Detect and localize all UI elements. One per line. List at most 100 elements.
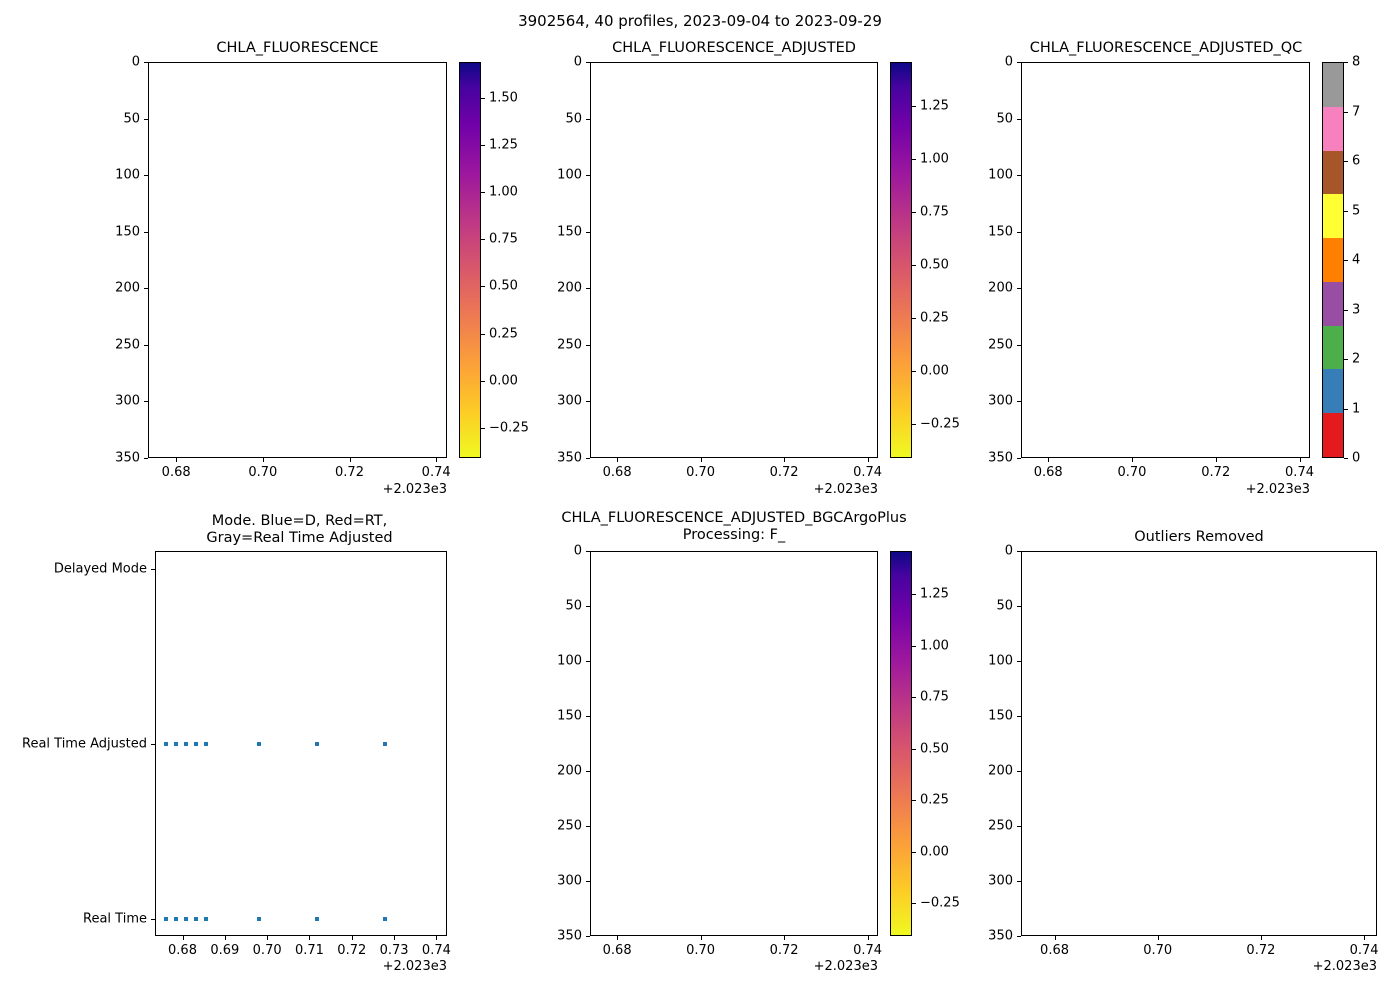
y-tick-chla-fluorescence-adjusted-qc-6 [1017, 401, 1021, 403]
x-tick-outliers-removed-3 [1364, 936, 1366, 940]
y-tick-chla-fluorescence-4 [144, 288, 148, 290]
x-offset-text-5: +2.023e3 [1312, 959, 1377, 974]
mode-point [163, 916, 168, 921]
panel-title-mode-line1: Mode. Blue=D, Red=RT, [211, 513, 388, 529]
y-tick-label-chla-fluorescence-adjusted-bgcargoplus-4: 200 [557, 763, 582, 779]
colorbar-tick-label-chla-fluorescence-6: 1.25 [489, 137, 518, 153]
y-tick-outliers-removed-0 [1017, 551, 1021, 552]
y-tick-label-chla-fluorescence-adjusted-5: 250 [557, 337, 582, 353]
y-tick-label-chla-fluorescence-adjusted-bgcargoplus-1: 50 [565, 598, 582, 614]
x-tick-label-mode-1: 0.69 [210, 943, 240, 958]
x-tick-chla-fluorescence-adjusted-bgcargoplus-2 [784, 936, 786, 940]
x-tick-chla-fluorescence-adjusted-1 [700, 458, 702, 462]
axes-chla-fluorescence-adjusted[interactable] [590, 62, 878, 458]
y-tick-label-chla-fluorescence-adjusted-bgcargoplus-6: 300 [557, 873, 582, 889]
y-tick-chla-fluorescence-adjusted-qc-0 [1017, 62, 1021, 63]
colorbar-tick-qc-6 [1344, 161, 1348, 162]
y-tick-chla-fluorescence-adjusted-qc-3 [1017, 231, 1021, 233]
colorbar-qc-segment-2 [1323, 325, 1343, 370]
y-tick-label-outliers-removed-6: 300 [988, 873, 1013, 889]
axes-outliers-removed[interactable] [1021, 551, 1377, 936]
colorbar-tick-label-qc-3: 3 [1352, 302, 1361, 317]
x-tick-label-chla-fluorescence-adjusted-bgcargoplus-3: 0.74 [853, 943, 883, 958]
mode-point [382, 916, 387, 921]
x-tick-chla-fluorescence-0 [176, 458, 178, 462]
y-tick-chla-fluorescence-adjusted-bgcargoplus-5 [586, 826, 590, 827]
x-tick-chla-fluorescence-adjusted-bgcargoplus-0 [617, 936, 619, 940]
x-tick-chla-fluorescence-1 [262, 458, 264, 462]
colorbar-tick-label-chla-fluorescence-adjusted-bgcargoplus-3: 0.50 [920, 741, 949, 757]
colorbar-tick-label-qc-8: 8 [1352, 54, 1361, 70]
y-tick-label-chla-fluorescence-adjusted-qc-3: 150 [988, 224, 1013, 240]
x-tick-chla-fluorescence-3 [436, 458, 438, 462]
y-tick-label-chla-fluorescence-5: 250 [115, 337, 140, 353]
colorbar-tick-chla-fluorescence-5 [481, 192, 485, 194]
y-tick-chla-fluorescence-3 [144, 231, 148, 233]
x-tick-label-chla-fluorescence-adjusted-1: 0.70 [686, 465, 716, 480]
colorbar-tick-chla-fluorescence-adjusted-3 [912, 265, 916, 267]
y-tick-chla-fluorescence-0 [144, 62, 148, 63]
x-tick-label-chla-fluorescence-adjusted-qc-2: 0.72 [1201, 465, 1231, 480]
x-tick-mode-1 [224, 936, 226, 940]
colorbar-tick-chla-fluorescence-adjusted-bgcargoplus-6 [912, 594, 916, 596]
mode-point [315, 916, 320, 921]
axes-mode[interactable] [155, 551, 447, 936]
mode-point [173, 916, 178, 921]
panel-title-bgcargoplus-line1: CHLA_FLUORESCENCE_ADJUSTED_BGCArgoPlus [561, 510, 907, 526]
x-tick-chla-fluorescence-adjusted-qc-2 [1215, 458, 1217, 462]
panel-title-chla-fluorescence-adjusted: CHLA_FLUORESCENCE_ADJUSTED [612, 40, 856, 56]
axes-chla-fluorescence[interactable] [148, 62, 447, 458]
x-offset-text-0: +2.023e3 [382, 482, 447, 497]
colorbar-tick-label-chla-fluorescence-7: 1.50 [489, 90, 518, 106]
y-tick-label-chla-fluorescence-adjusted-qc-4: 200 [988, 280, 1013, 296]
x-tick-mode-5 [394, 936, 396, 940]
y-tick-label-chla-fluorescence-adjusted-qc-6: 300 [988, 393, 1013, 409]
y-tick-chla-fluorescence-adjusted-qc-5 [1017, 344, 1021, 346]
x-tick-label-mode-4: 0.72 [337, 943, 367, 958]
y-tick-chla-fluorescence-adjusted-1 [586, 118, 590, 120]
x-tick-mode-3 [309, 936, 311, 940]
colorbar-tick-label-chla-fluorescence-adjusted-bgcargoplus-1: 0.00 [920, 844, 949, 860]
colorbar-tick-label-qc-2: 2 [1352, 351, 1361, 367]
y-tick-chla-fluorescence-adjusted-5 [586, 344, 590, 346]
colorbar-tick-qc-7 [1344, 111, 1348, 113]
y-tick-label-chla-fluorescence-adjusted-bgcargoplus-3: 150 [557, 708, 582, 724]
y-tick-label-chla-fluorescence-adjusted-6: 300 [557, 393, 582, 409]
colorbar-tick-label-chla-fluorescence-adjusted-2: 0.25 [920, 310, 949, 326]
colorbar-tick-label-qc-5: 5 [1352, 203, 1361, 218]
y-tick-label-outliers-removed-4: 200 [988, 763, 1013, 779]
y-tick-mode-1 [151, 743, 155, 745]
colorbar-tick-label-qc-0: 0 [1352, 450, 1361, 466]
y-tick-outliers-removed-4 [1017, 771, 1021, 772]
y-tick-label-chla-fluorescence-adjusted-qc-2: 100 [988, 167, 1013, 183]
colorbar-qc-segment-8 [1323, 63, 1343, 107]
axes-chla-fluorescence-adjusted-qc[interactable] [1021, 62, 1310, 458]
colorbar-tick-chla-fluorescence-adjusted-bgcargoplus-1 [912, 851, 916, 853]
y-tick-chla-fluorescence-adjusted-bgcargoplus-3 [586, 716, 590, 717]
y-tick-chla-fluorescence-adjusted-bgcargoplus-2 [586, 661, 590, 662]
x-tick-chla-fluorescence-adjusted-qc-1 [1131, 458, 1133, 462]
colorbar-tick-label-chla-fluorescence-adjusted-4: 0.75 [920, 204, 949, 220]
y-tick-label-outliers-removed-5: 250 [988, 818, 1013, 834]
colorbar-tick-label-chla-fluorescence-adjusted-bgcargoplus-5: 1.00 [920, 638, 949, 654]
x-tick-label-mode-6: 0.74 [421, 943, 451, 958]
colorbar-qc-segment-5 [1323, 194, 1343, 239]
x-tick-outliers-removed-1 [1157, 936, 1159, 940]
y-tick-label-chla-fluorescence-adjusted-qc-0: 0 [1004, 54, 1013, 70]
colorbar-tick-chla-fluorescence-3 [481, 286, 485, 288]
x-tick-chla-fluorescence-adjusted-qc-3 [1299, 458, 1301, 462]
x-tick-outliers-removed-0 [1054, 936, 1056, 940]
colorbar-tick-chla-fluorescence-adjusted-0 [912, 424, 916, 426]
mode-point [315, 741, 320, 746]
x-tick-label-outliers-removed-1: 0.70 [1143, 943, 1173, 958]
x-offset-text-1: +2.023e3 [813, 482, 878, 497]
panel-title-chla-fluorescence-adjusted-qc: CHLA_FLUORESCENCE_ADJUSTED_QC [1029, 40, 1303, 56]
panel-title-mode-line2: Gray=Real Time Adjusted [206, 530, 393, 546]
mode-point [256, 916, 261, 921]
colorbar-tick-label-qc-1: 1 [1352, 401, 1361, 416]
y-tick-label-outliers-removed-3: 150 [988, 708, 1013, 724]
y-tick-label-chla-fluorescence-adjusted-3: 150 [557, 224, 582, 240]
colorbar-qc-segment-6 [1323, 150, 1343, 195]
colorbar-bgcargoplus [890, 551, 912, 936]
axes-bgcargoplus[interactable] [590, 551, 878, 936]
